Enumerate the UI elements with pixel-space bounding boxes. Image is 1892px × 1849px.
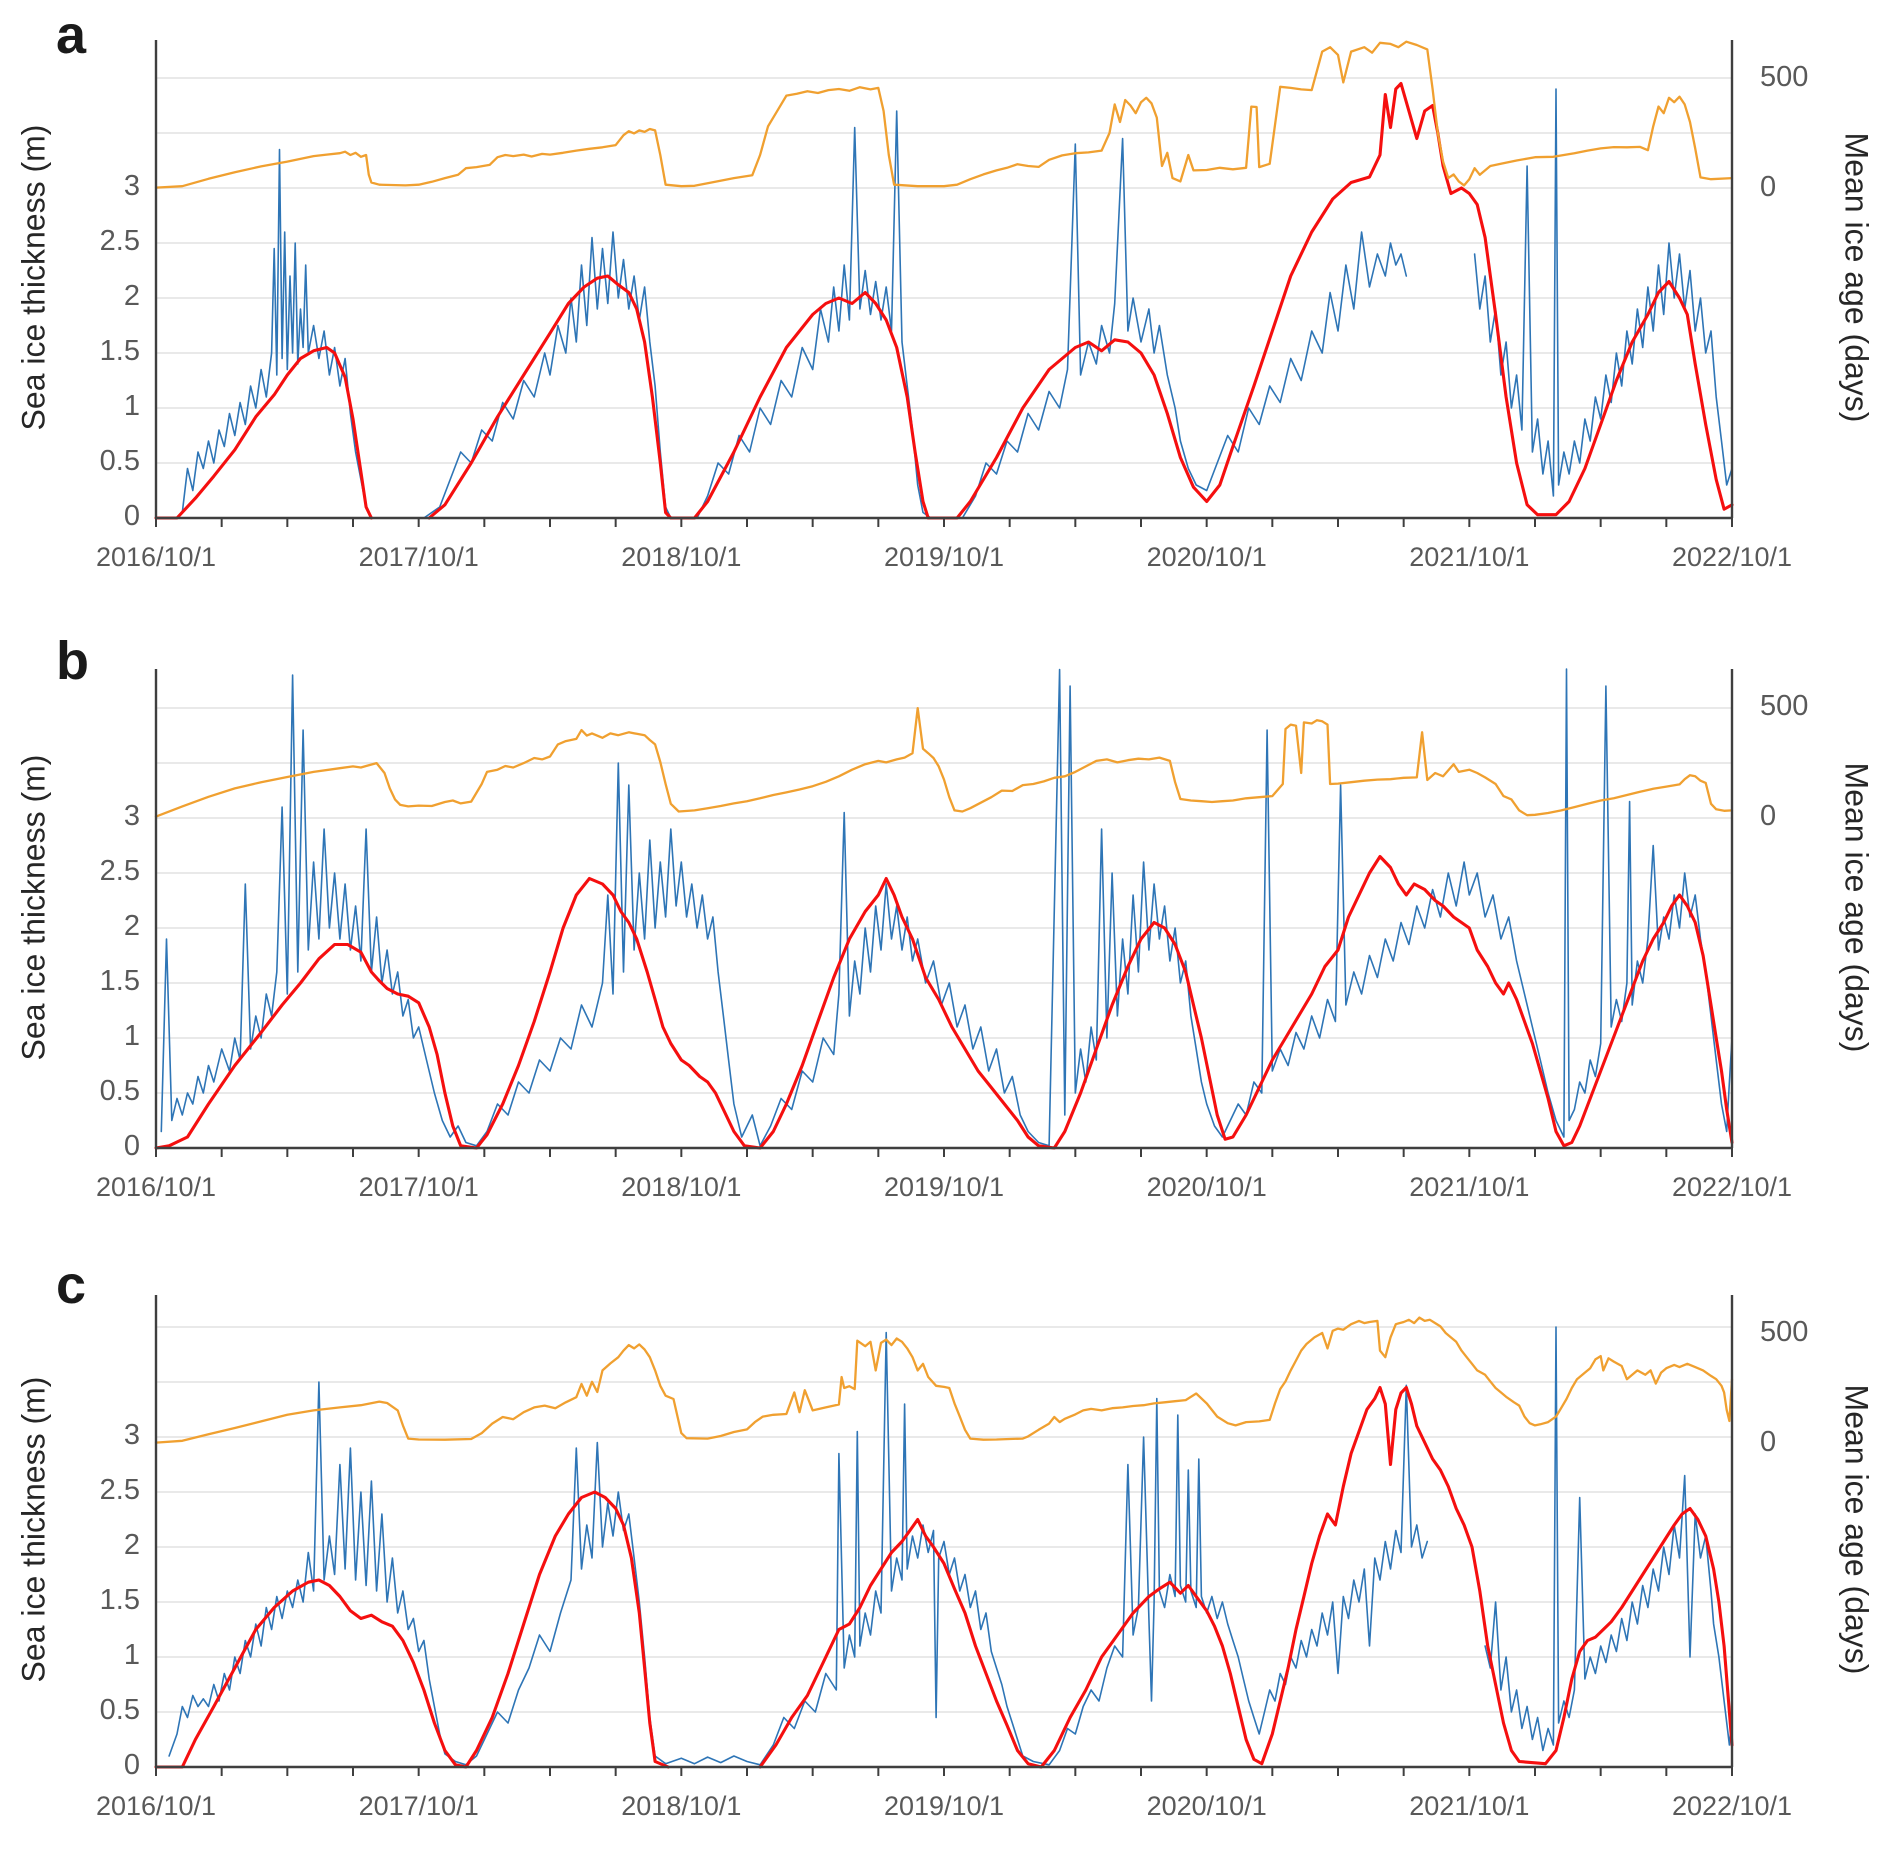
y-right-tick-label: 500 xyxy=(1760,1316,1809,1348)
x-tick-label: 2018/10/1 xyxy=(621,1791,742,1821)
sea-ice-thickness-observed-line xyxy=(181,88,1733,519)
x-tick-label: 2021/10/1 xyxy=(1409,1172,1530,1202)
mean-ice-age-line xyxy=(154,40,1734,189)
y-right-tick-label: 500 xyxy=(1760,61,1809,93)
y-left-tick-label: 1 xyxy=(123,1639,140,1671)
y-left-tick-label: 3 xyxy=(123,800,140,832)
y-right-tick-label: 0 xyxy=(1760,1426,1777,1458)
sea-ice-thickness-observed-line xyxy=(160,668,1733,1147)
x-tick-label: 2020/10/1 xyxy=(1146,1172,1267,1202)
y-left-tick-label: 2 xyxy=(123,910,140,942)
sea-ice-thickness-model-line xyxy=(154,854,1734,1150)
y-right-tick-label: 0 xyxy=(1760,800,1777,832)
x-tick-label: 2017/10/1 xyxy=(358,1791,479,1821)
x-tick-label: 2017/10/1 xyxy=(358,542,479,572)
y-left-tick-label: 1.5 xyxy=(99,335,140,367)
y-left-tick-label: 2.5 xyxy=(99,855,140,887)
x-tick-label: 2016/10/1 xyxy=(95,542,217,572)
left-axis-title: Sea ice thickness (m) xyxy=(15,124,52,431)
left-axis-title: Sea ice thickness (m) xyxy=(15,754,52,1060)
panel-letter-b: b xyxy=(56,631,89,691)
y-left-tick-label: 0 xyxy=(123,1130,140,1162)
mean-ice-age-line xyxy=(154,1316,1734,1444)
sea-ice-thickness-observed-line xyxy=(168,1326,1733,1766)
left-axis-title: Sea ice thickness (m) xyxy=(15,1376,52,1683)
x-tick-label: 2018/10/1 xyxy=(621,542,742,572)
y-left-tick-label: 1 xyxy=(123,390,140,422)
right-axis-title: Mean ice age (days) xyxy=(1838,1384,1875,1675)
y-left-tick-label: 1.5 xyxy=(99,1584,140,1616)
y-left-tick-label: 3 xyxy=(123,170,140,202)
right-axis-title: Mean ice age (days) xyxy=(1838,762,1875,1052)
x-tick-label: 2016/10/1 xyxy=(95,1791,217,1821)
x-tick-label: 2021/10/1 xyxy=(1409,542,1530,572)
y-left-tick-label: 1.5 xyxy=(99,965,140,997)
sea-ice-thickness-model-line xyxy=(154,81,1734,520)
x-tick-label: 2017/10/1 xyxy=(358,1172,479,1202)
y-left-tick-label: 0.5 xyxy=(99,445,140,477)
y-left-tick-label: 0.5 xyxy=(99,1694,140,1726)
panel-letter-a: a xyxy=(56,5,87,65)
right-axis-title: Mean ice age (days) xyxy=(1838,132,1875,423)
x-tick-label: 2018/10/1 xyxy=(621,1172,742,1202)
y-left-tick-label: 0 xyxy=(123,500,140,532)
sea-ice-thickness-model-line xyxy=(154,1385,1734,1769)
y-left-tick-label: 2.5 xyxy=(99,225,140,257)
x-tick-label: 2020/10/1 xyxy=(1146,1791,1267,1821)
x-tick-label: 2022/10/1 xyxy=(1671,1791,1793,1821)
y-right-tick-label: 500 xyxy=(1760,690,1809,722)
x-tick-label: 2022/10/1 xyxy=(1671,1172,1793,1202)
x-tick-label: 2019/10/1 xyxy=(883,1172,1005,1202)
x-tick-label: 2022/10/1 xyxy=(1671,542,1793,572)
mean-ice-age-line xyxy=(154,706,1734,818)
panel-letter-c: c xyxy=(56,1255,87,1315)
x-tick-label: 2021/10/1 xyxy=(1409,1791,1530,1821)
y-right-tick-label: 0 xyxy=(1760,171,1777,203)
y-left-tick-label: 2.5 xyxy=(99,1474,140,1506)
y-left-tick-label: 2 xyxy=(123,1529,140,1561)
y-left-tick-label: 3 xyxy=(123,1419,140,1451)
x-tick-label: 2019/10/1 xyxy=(883,542,1005,572)
x-tick-label: 2020/10/1 xyxy=(1146,542,1267,572)
y-left-tick-label: 1 xyxy=(123,1020,140,1052)
y-left-tick-label: 2 xyxy=(123,280,140,312)
y-left-tick-label: 0 xyxy=(123,1749,140,1781)
x-tick-label: 2016/10/1 xyxy=(95,1172,217,1202)
y-left-tick-label: 0.5 xyxy=(99,1075,140,1107)
x-tick-label: 2019/10/1 xyxy=(883,1791,1005,1821)
